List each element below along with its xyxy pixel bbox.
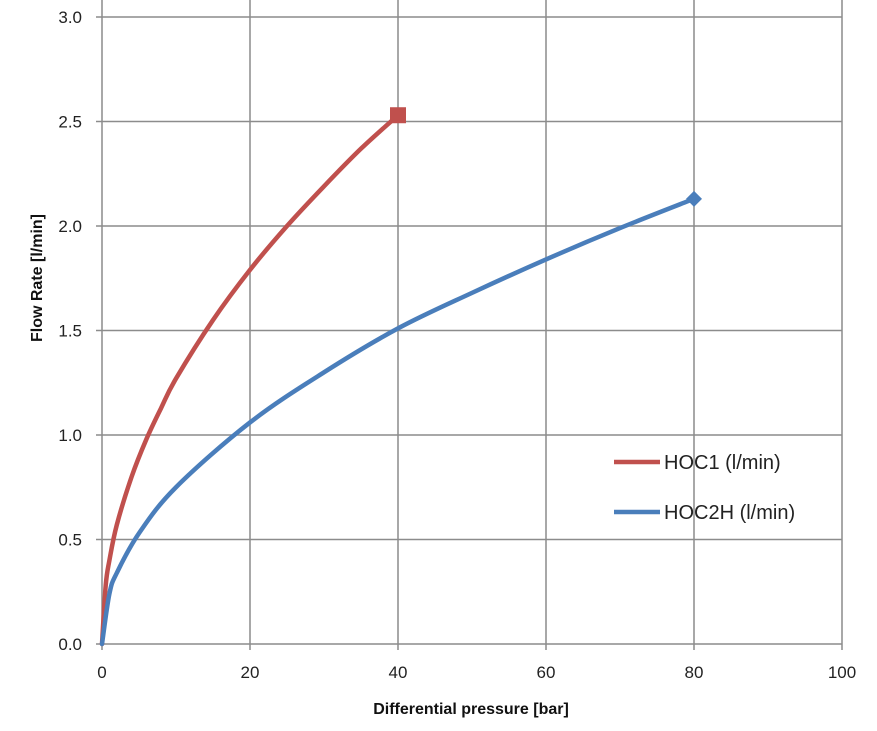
legend: HOC1 (l/min) HOC2H (l/min) (614, 452, 795, 524)
grid (96, 0, 843, 650)
y-tick-label: 1.5 (58, 322, 82, 341)
legend-label-2: HOC2H (l/min) (664, 502, 795, 524)
x-tick-label: 60 (537, 663, 556, 682)
x-axis-ticks: 0 20 40 60 80 100 (97, 663, 856, 682)
y-tick-label: 0.0 (58, 635, 82, 654)
y-axis-title: Flow Rate [l/min] (29, 214, 46, 342)
x-tick-label: 0 (97, 663, 106, 682)
series-end-marker-2 (686, 190, 702, 207)
x-axis-title: Differential pressure [bar] (373, 701, 569, 718)
legend-label-1: HOC1 (l/min) (664, 452, 781, 474)
y-tick-label: 2.0 (58, 217, 82, 236)
x-tick-label: 80 (685, 663, 704, 682)
series-line-2 (99, 196, 697, 647)
series-layer (99, 107, 702, 647)
x-tick-label: 40 (389, 663, 408, 682)
y-axis-ticks: 0.0 0.5 1.0 1.5 2.0 2.5 3.0 (58, 8, 82, 654)
series-end-marker-1 (390, 107, 406, 124)
series-line-1 (99, 112, 401, 647)
x-tick-label: 20 (241, 663, 260, 682)
x-tick-label: 100 (828, 663, 856, 682)
y-tick-label: 2.5 (58, 113, 82, 132)
y-tick-label: 0.5 (58, 531, 82, 550)
y-tick-label: 3.0 (58, 8, 82, 27)
y-tick-label: 1.0 (58, 426, 82, 445)
